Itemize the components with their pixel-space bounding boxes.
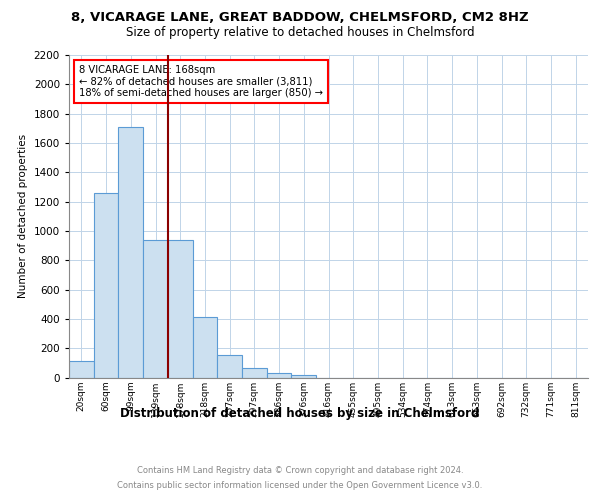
Bar xyxy=(217,355,242,378)
Bar xyxy=(118,127,143,378)
Bar xyxy=(94,193,118,378)
Text: Contains public sector information licensed under the Open Government Licence v3: Contains public sector information licen… xyxy=(118,481,482,490)
Text: Distribution of detached houses by size in Chelmsford: Distribution of detached houses by size … xyxy=(121,408,479,420)
Text: Contains HM Land Registry data © Crown copyright and database right 2024.: Contains HM Land Registry data © Crown c… xyxy=(137,466,463,475)
Text: 8 VICARAGE LANE: 168sqm
← 82% of detached houses are smaller (3,811)
18% of semi: 8 VICARAGE LANE: 168sqm ← 82% of detache… xyxy=(79,64,323,98)
Bar xyxy=(69,362,94,378)
Bar xyxy=(242,368,267,378)
Bar xyxy=(143,240,168,378)
Text: 8, VICARAGE LANE, GREAT BADDOW, CHELMSFORD, CM2 8HZ: 8, VICARAGE LANE, GREAT BADDOW, CHELMSFO… xyxy=(71,11,529,24)
Bar xyxy=(193,318,217,378)
Bar xyxy=(168,240,193,378)
Y-axis label: Number of detached properties: Number of detached properties xyxy=(18,134,28,298)
Bar xyxy=(292,374,316,378)
Text: Size of property relative to detached houses in Chelmsford: Size of property relative to detached ho… xyxy=(125,26,475,39)
Bar xyxy=(267,373,292,378)
